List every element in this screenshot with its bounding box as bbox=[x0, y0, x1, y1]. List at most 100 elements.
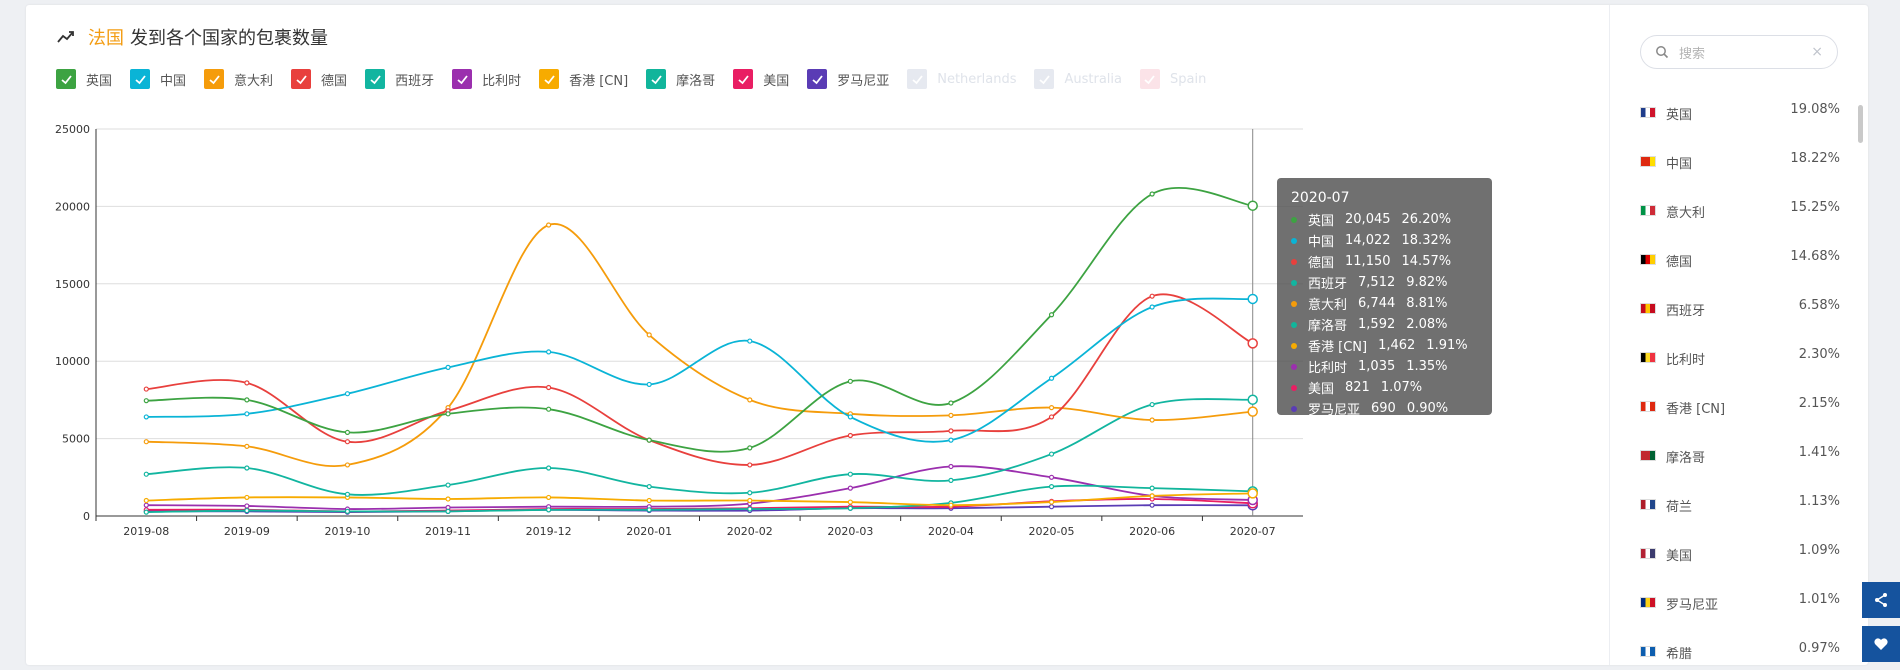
data-point[interactable] bbox=[244, 503, 250, 509]
data-point[interactable] bbox=[445, 508, 451, 514]
ranking-item[interactable]: 摩洛哥 1.41% bbox=[1640, 444, 1840, 493]
data-point[interactable] bbox=[244, 443, 250, 449]
legend-item[interactable]: 中国 bbox=[130, 69, 186, 89]
data-point[interactable] bbox=[948, 400, 954, 406]
checkbox-icon[interactable] bbox=[365, 69, 386, 89]
data-point[interactable] bbox=[1247, 200, 1258, 211]
data-point[interactable] bbox=[747, 338, 753, 344]
ranking-item[interactable]: 希腊 0.97% bbox=[1640, 640, 1840, 665]
data-point[interactable] bbox=[143, 414, 149, 420]
data-point[interactable] bbox=[1247, 488, 1258, 499]
data-point[interactable] bbox=[1048, 474, 1055, 480]
data-point[interactable] bbox=[244, 411, 250, 417]
ranking-item[interactable]: 荷兰 1.13% bbox=[1640, 493, 1840, 542]
checkbox-icon[interactable] bbox=[646, 69, 667, 89]
ranking-item[interactable]: 比利时 2.30% bbox=[1640, 346, 1840, 395]
data-point[interactable] bbox=[1247, 394, 1258, 405]
data-point[interactable] bbox=[847, 471, 853, 477]
data-point[interactable] bbox=[847, 432, 853, 439]
data-point[interactable] bbox=[1247, 293, 1258, 305]
data-point[interactable] bbox=[143, 398, 149, 404]
ranking-item[interactable]: 美国 1.09% bbox=[1640, 542, 1840, 591]
legend-item[interactable]: 意大利 bbox=[204, 69, 273, 89]
data-point[interactable] bbox=[143, 497, 149, 504]
data-point[interactable] bbox=[143, 471, 149, 477]
data-point[interactable] bbox=[1048, 375, 1055, 381]
data-point[interactable] bbox=[546, 494, 552, 501]
data-point[interactable] bbox=[646, 483, 652, 490]
data-point[interactable] bbox=[747, 397, 753, 403]
legend-item[interactable]: Australia bbox=[1034, 69, 1122, 89]
legend-item[interactable]: 摩洛哥 bbox=[646, 69, 715, 89]
data-point[interactable] bbox=[747, 445, 753, 451]
data-point[interactable] bbox=[847, 485, 853, 491]
data-point[interactable] bbox=[244, 380, 250, 386]
data-point[interactable] bbox=[747, 490, 753, 496]
data-point[interactable] bbox=[143, 439, 149, 445]
data-point[interactable] bbox=[244, 465, 250, 471]
data-point[interactable] bbox=[847, 414, 853, 420]
data-point[interactable] bbox=[143, 386, 149, 392]
data-point[interactable] bbox=[546, 349, 552, 355]
data-point[interactable] bbox=[344, 439, 351, 445]
legend-item[interactable]: Spain bbox=[1139, 69, 1206, 89]
legend-item[interactable]: 美国 bbox=[733, 69, 789, 89]
data-point[interactable] bbox=[1247, 338, 1258, 349]
ranking-item[interactable]: 西班牙 6.58% bbox=[1640, 297, 1840, 346]
search-box[interactable]: 搜索 × bbox=[1640, 35, 1838, 69]
data-point[interactable] bbox=[1048, 483, 1055, 490]
series-line[interactable] bbox=[146, 293, 1254, 466]
checkbox-icon[interactable] bbox=[291, 69, 312, 89]
data-point[interactable] bbox=[1149, 485, 1155, 491]
checkbox-icon[interactable] bbox=[807, 69, 828, 89]
data-point[interactable] bbox=[1048, 499, 1055, 505]
data-point[interactable] bbox=[646, 507, 652, 513]
data-point[interactable] bbox=[1048, 451, 1055, 457]
checkbox-icon[interactable] bbox=[452, 69, 473, 89]
series-line[interactable] bbox=[146, 223, 1253, 467]
data-point[interactable] bbox=[1149, 191, 1155, 197]
data-point[interactable] bbox=[344, 391, 351, 397]
checkbox-icon[interactable] bbox=[56, 69, 76, 89]
data-point[interactable] bbox=[244, 507, 250, 514]
data-point[interactable] bbox=[143, 509, 149, 515]
data-point[interactable] bbox=[1149, 502, 1155, 508]
data-point[interactable] bbox=[1048, 414, 1055, 420]
data-point[interactable] bbox=[1048, 504, 1055, 510]
series-line[interactable] bbox=[146, 187, 1253, 453]
data-point[interactable] bbox=[948, 437, 954, 443]
legend-item[interactable]: Netherlands bbox=[907, 69, 1016, 89]
data-point[interactable] bbox=[646, 332, 652, 338]
data-point[interactable] bbox=[747, 462, 753, 468]
series-line[interactable] bbox=[146, 492, 1253, 507]
data-point[interactable] bbox=[646, 497, 652, 504]
data-point[interactable] bbox=[344, 491, 351, 497]
series-line[interactable] bbox=[146, 297, 1253, 443]
ranking-item[interactable]: 中国 18.22% bbox=[1640, 150, 1840, 199]
data-point[interactable] bbox=[1048, 312, 1055, 318]
data-point[interactable] bbox=[344, 508, 351, 514]
data-point[interactable] bbox=[344, 462, 351, 468]
ranking-item[interactable]: 英国 19.08% bbox=[1640, 101, 1840, 150]
favorite-button[interactable] bbox=[1862, 626, 1900, 662]
data-point[interactable] bbox=[646, 381, 652, 388]
data-point[interactable] bbox=[546, 222, 552, 228]
data-point[interactable] bbox=[948, 428, 954, 434]
data-point[interactable] bbox=[546, 507, 552, 513]
data-point[interactable] bbox=[445, 496, 451, 502]
data-point[interactable] bbox=[747, 506, 753, 512]
checkbox-icon[interactable] bbox=[907, 69, 928, 89]
data-point[interactable] bbox=[948, 477, 954, 483]
legend-item[interactable]: 西班牙 bbox=[365, 69, 434, 89]
legend-item[interactable]: 德国 bbox=[291, 69, 347, 89]
data-point[interactable] bbox=[847, 505, 853, 511]
checkbox-icon[interactable] bbox=[1034, 69, 1055, 89]
data-point[interactable] bbox=[546, 406, 552, 412]
checkbox-icon[interactable] bbox=[1139, 69, 1160, 89]
data-point[interactable] bbox=[143, 502, 149, 508]
legend-item[interactable]: 香港 [CN] bbox=[539, 69, 628, 89]
search-input[interactable]: 搜索 bbox=[1679, 46, 1706, 62]
data-point[interactable] bbox=[244, 397, 250, 403]
checkbox-icon[interactable] bbox=[733, 69, 754, 89]
sidebar-scrollbar[interactable] bbox=[1858, 105, 1863, 143]
